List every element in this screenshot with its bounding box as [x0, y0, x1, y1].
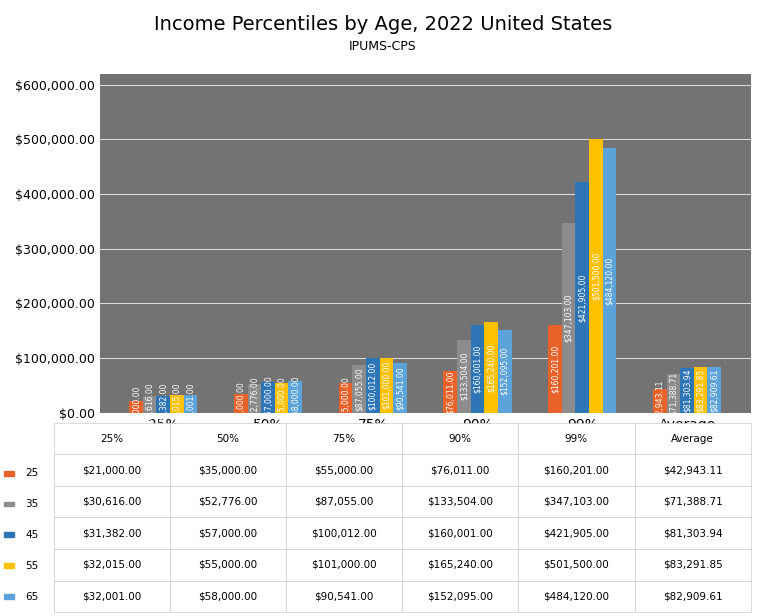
- Text: $87,055.00: $87,055.00: [355, 367, 364, 411]
- Bar: [170, 395, 184, 413]
- Text: $55,000.00: $55,000.00: [277, 376, 286, 419]
- Bar: [261, 381, 275, 413]
- Text: $90,541.00: $90,541.00: [395, 366, 404, 410]
- Bar: [589, 139, 603, 413]
- Text: $101,000.00: $101,000.00: [382, 361, 391, 409]
- Bar: [4, 594, 15, 599]
- Text: $21,000.00: $21,000.00: [132, 385, 140, 429]
- Bar: [380, 357, 393, 413]
- Text: $82,909.61: $82,909.61: [710, 368, 719, 411]
- Text: $57,000.00: $57,000.00: [264, 375, 273, 419]
- Text: 45: 45: [25, 530, 39, 540]
- Bar: [498, 330, 512, 413]
- Bar: [352, 365, 366, 413]
- Bar: [129, 401, 142, 413]
- Bar: [4, 532, 15, 537]
- Bar: [575, 182, 589, 413]
- Bar: [666, 374, 680, 413]
- Bar: [247, 384, 261, 413]
- Text: 25: 25: [25, 468, 39, 478]
- Text: $83,291.85: $83,291.85: [696, 368, 705, 411]
- Bar: [484, 322, 498, 413]
- Bar: [708, 367, 721, 413]
- Bar: [694, 367, 708, 413]
- Text: $152,095.00: $152,095.00: [500, 347, 509, 395]
- Text: $71,388.71: $71,388.71: [669, 371, 678, 415]
- Text: 35: 35: [25, 499, 39, 509]
- Bar: [275, 383, 289, 413]
- Bar: [548, 325, 561, 413]
- Bar: [653, 389, 666, 413]
- Bar: [4, 501, 15, 506]
- Bar: [184, 395, 198, 413]
- Bar: [339, 383, 352, 413]
- Text: $347,103.00: $347,103.00: [564, 294, 573, 342]
- Text: $160,001.00: $160,001.00: [473, 345, 482, 393]
- Text: $501,500.00: $501,500.00: [591, 251, 601, 300]
- Text: $100,012.00: $100,012.00: [368, 361, 377, 410]
- Text: $165,240.00: $165,240.00: [486, 343, 496, 392]
- Text: $421,905.00: $421,905.00: [578, 274, 587, 322]
- Text: IPUMS-CPS: IPUMS-CPS: [349, 40, 417, 53]
- Text: $31,382.00: $31,382.00: [159, 383, 168, 426]
- Text: $30,616.00: $30,616.00: [145, 383, 154, 426]
- Text: Income Percentiles by Age, 2022 United States: Income Percentiles by Age, 2022 United S…: [154, 15, 612, 34]
- Bar: [393, 363, 407, 413]
- Bar: [4, 471, 15, 476]
- Text: $35,000.00: $35,000.00: [236, 381, 245, 425]
- Bar: [444, 371, 457, 413]
- Text: 65: 65: [25, 591, 39, 602]
- Bar: [561, 223, 575, 413]
- Bar: [457, 340, 470, 413]
- Bar: [603, 148, 617, 413]
- Bar: [156, 395, 170, 413]
- Bar: [680, 368, 694, 413]
- Bar: [234, 394, 247, 413]
- Bar: [142, 396, 156, 413]
- Text: $58,000.00: $58,000.00: [291, 375, 300, 419]
- Text: $76,011.00: $76,011.00: [446, 370, 455, 414]
- Text: $160,201.00: $160,201.00: [551, 345, 559, 393]
- Text: $55,000.00: $55,000.00: [341, 376, 350, 419]
- Bar: [4, 563, 15, 568]
- Bar: [289, 381, 302, 413]
- Text: $81,303.94: $81,303.94: [683, 369, 692, 412]
- Bar: [470, 325, 484, 413]
- Text: $32,015.00: $32,015.00: [172, 382, 182, 426]
- Text: $133,504.00: $133,504.00: [460, 352, 468, 400]
- Text: $42,943.11: $42,943.11: [655, 379, 664, 423]
- Bar: [366, 358, 380, 413]
- Text: $32,001.00: $32,001.00: [186, 382, 195, 426]
- Text: $52,776.00: $52,776.00: [250, 376, 259, 420]
- Text: $484,120.00: $484,120.00: [605, 256, 614, 304]
- Text: 55: 55: [25, 561, 39, 571]
